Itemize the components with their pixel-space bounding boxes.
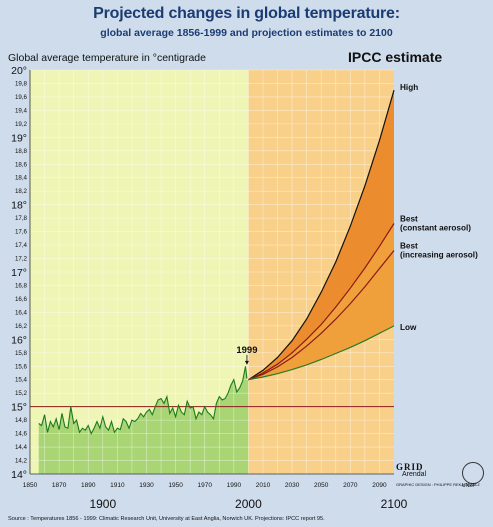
- x-tick-label: 2050: [314, 482, 329, 489]
- y-tick-label: 16°: [11, 334, 27, 346]
- arendal-logo-text: Arendal: [402, 471, 427, 478]
- annotation-arrow-head: [244, 360, 249, 365]
- graphic-design-credit: GRAPHIC DESIGN : PHILIPPE REKACEWICZ: [396, 482, 480, 487]
- y-tick-label: 19°: [11, 132, 27, 144]
- y-tick-label: 18,8: [15, 148, 28, 155]
- chart-title: Projected changes in global temperature:: [93, 5, 400, 22]
- y-tick-label: 17,2: [15, 256, 28, 263]
- x-tick-label: 2090: [372, 482, 387, 489]
- grid-arendal-unep-logo: GRID Arendal UNEP GRAPHIC DESIGN : PHILI…: [396, 462, 488, 492]
- y-tick-label: 17,4: [15, 242, 28, 249]
- y-tick-label: 16,8: [15, 282, 28, 289]
- series-labels: High Best (constant aerosol) Best (increasin…: [400, 83, 478, 332]
- axes: [29, 70, 394, 475]
- series-lines: [38, 90, 395, 435]
- y-tick-label: 14,8: [15, 417, 28, 424]
- unep-emblem-icon: [462, 462, 484, 484]
- x-major-tick-label: 2000: [235, 497, 262, 511]
- ipcc-estimate-label: IPCC estimate: [348, 49, 443, 65]
- x-tick-label: 1910: [110, 482, 125, 489]
- x-tick-label: 2070: [343, 482, 358, 489]
- y-tick-label: 14°: [11, 469, 27, 481]
- y-tick-label: 17°: [11, 267, 27, 279]
- series-label-best-constant-aerosol: Best (constant aerosol): [400, 215, 471, 233]
- series-label-best-increasing-aerosol: Best (increasing aerosol): [400, 241, 478, 259]
- x-tick-label: 2030: [285, 482, 300, 489]
- x-tick-label: 1950: [168, 482, 183, 489]
- projection-fan: [248, 90, 394, 380]
- y-tick-label: 15,8: [15, 350, 28, 357]
- x-tick-label: 1850: [23, 482, 38, 489]
- y-tick-label: 18°: [11, 200, 27, 212]
- y-tick-label: 15,4: [15, 377, 28, 384]
- best-increasing-aerosol-line: [248, 250, 395, 381]
- projection-upper-band-fill: [248, 90, 394, 380]
- y-tick-label: 18,2: [15, 188, 28, 195]
- high-projection-line: [248, 90, 395, 381]
- y-tick-label: 15,2: [15, 390, 28, 397]
- y-tick-label: 14,6: [15, 431, 28, 438]
- source-note: Source : Temperatures 1856 - 1999: Clima…: [8, 516, 325, 522]
- series-label-high-projection: High: [400, 83, 418, 92]
- x-tick-label: 1930: [139, 482, 154, 489]
- y-tick-label: 19,2: [15, 121, 28, 128]
- y-tick-label: 14,2: [15, 458, 28, 465]
- chart-subtitle: global average 1856-1999 and projection …: [100, 27, 393, 39]
- y-tick-label: 19,4: [15, 107, 28, 114]
- x-tick-label: 1870: [52, 482, 67, 489]
- y-tick-label: 17,6: [15, 229, 28, 236]
- unep-logo-text: UNEP: [462, 483, 476, 489]
- x-major-tick-label: 2100: [381, 497, 408, 511]
- y-tick-label: 14,4: [15, 444, 28, 451]
- y-tick-label: 18,4: [15, 175, 28, 182]
- y-tick-label: 19,6: [15, 94, 28, 101]
- x-major-tick-label: 1900: [89, 497, 116, 511]
- projection-range-fill: [248, 90, 394, 380]
- y-tick-label: 20°: [11, 65, 27, 77]
- y-tick-label: 17,8: [15, 215, 28, 222]
- y-tick-label: 19,8: [15, 80, 28, 87]
- tick-labels: 14° 14,2 14,4 14,6 14,8 15° 15,2 15,4 15,6 15,8 16…: [11, 65, 408, 511]
- grid-logo-text: GRID: [396, 462, 424, 472]
- y-axis-label: Global average temperature in °centigrad…: [8, 52, 206, 64]
- y-tick-label: 16,6: [15, 296, 28, 303]
- historical-temperature-line: [38, 366, 248, 435]
- best-constant-aerosol-line: [248, 223, 395, 381]
- y-tick-label: 16,4: [15, 309, 28, 316]
- low-projection-line: [248, 325, 395, 381]
- y-tick-label: 15,6: [15, 363, 28, 370]
- x-tick-label: 2010: [256, 482, 271, 489]
- y-tick-label: 16,2: [15, 323, 28, 330]
- y-tick-label: 15°: [11, 402, 27, 414]
- y-tick-label: 18,6: [15, 161, 28, 168]
- annotation-1999-label: 1999: [236, 345, 257, 356]
- x-tick-label: 1970: [197, 482, 212, 489]
- series-label-low-projection: Low: [400, 323, 417, 332]
- x-tick-label: 1990: [227, 482, 242, 489]
- x-tick-label: 1890: [81, 482, 96, 489]
